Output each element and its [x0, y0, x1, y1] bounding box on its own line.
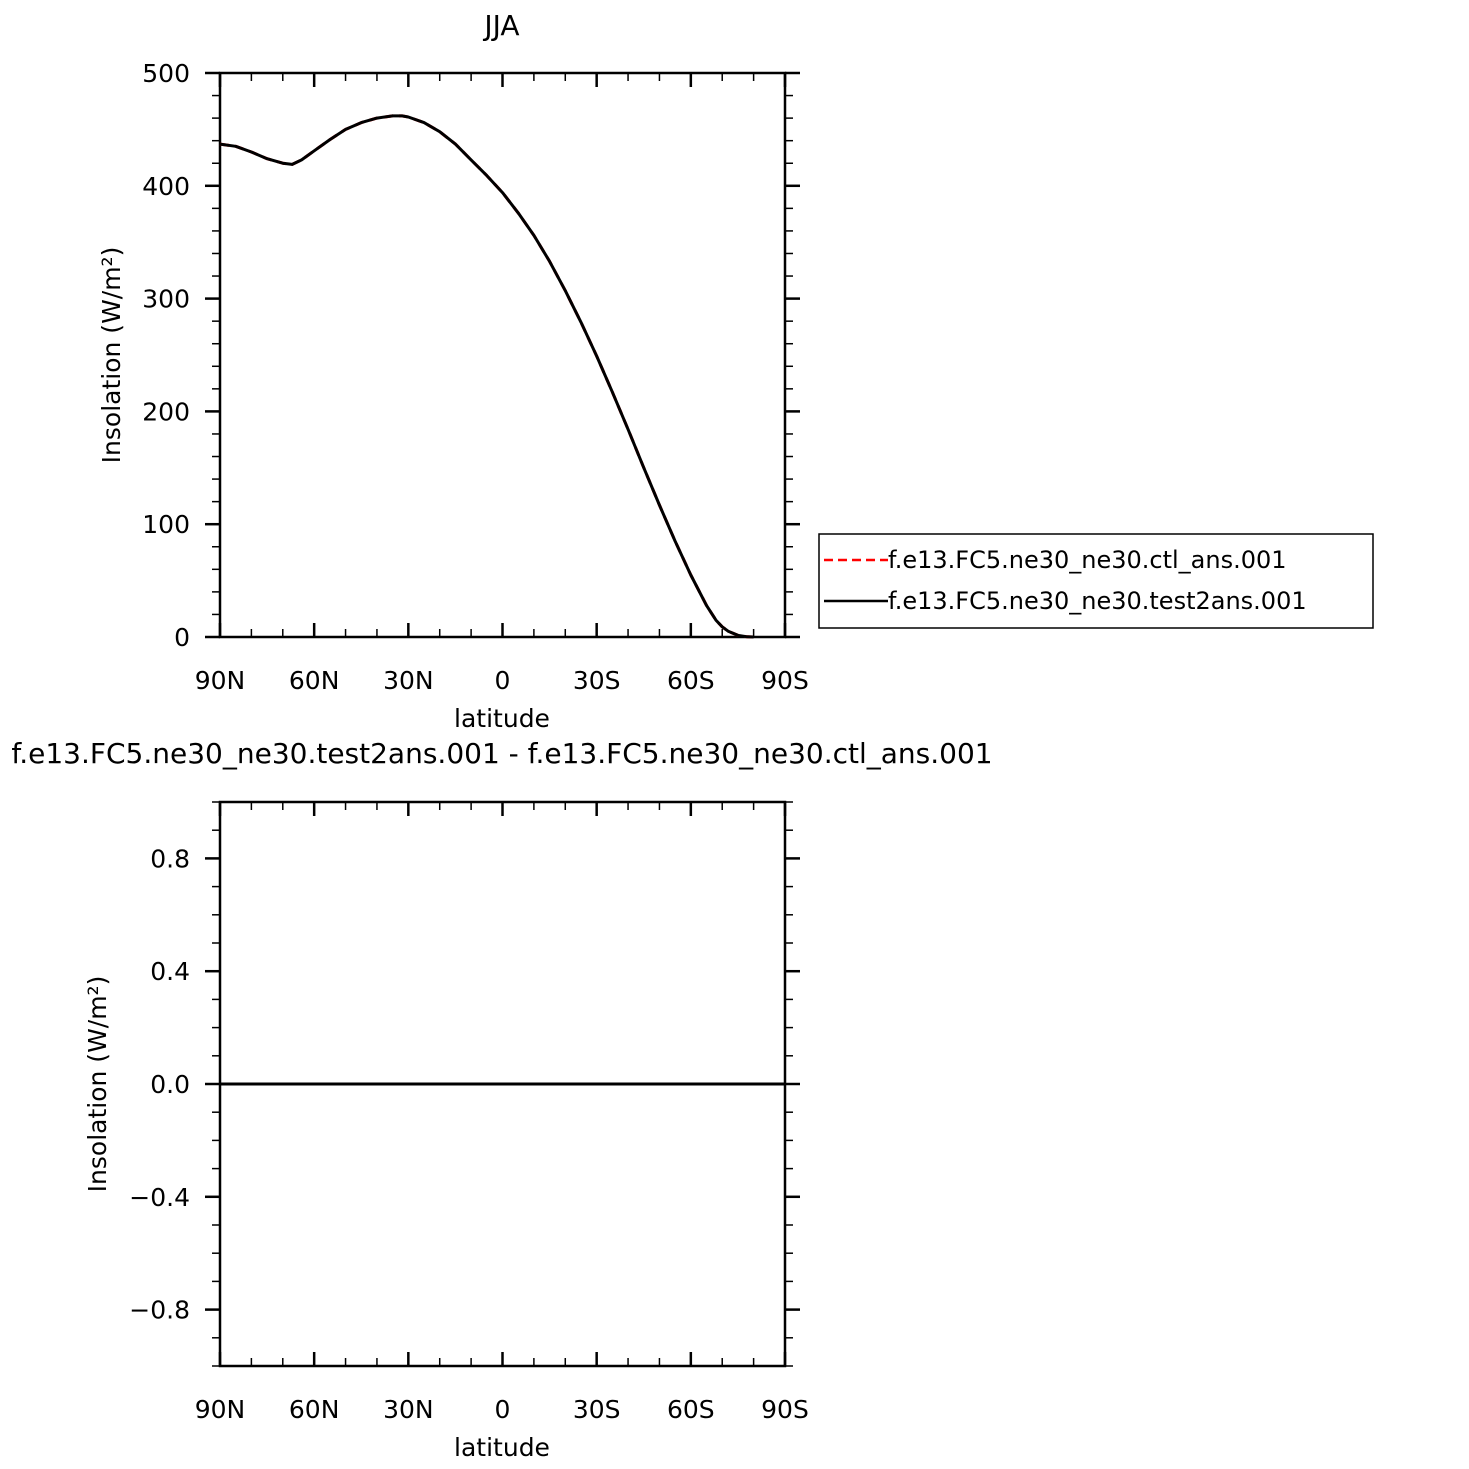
top-x-tick-label: 0 — [495, 666, 511, 695]
top-series-line-0 — [219, 114, 754, 639]
bottom-y-tick-label: 0.4 — [150, 957, 190, 986]
top-x-tick-label: 30N — [383, 666, 434, 695]
top-x-axis-label: latitude — [454, 704, 550, 733]
top-x-tick-label: 60S — [667, 666, 715, 695]
legend-label-ctl: f.e13.FC5.ne30_ne30.ctl_ans.001 — [888, 546, 1287, 574]
bottom-y-tick-label: 0.8 — [150, 844, 190, 873]
difference-plot: f.e13.FC5.ne30_ne30.test2ans.001 - f.e13… — [11, 737, 992, 1462]
bottom-x-tick-label: 60S — [667, 1395, 715, 1424]
bottom-y-axis-label: Insolation (W/m²) — [83, 976, 112, 1193]
top-x-tick-label: 60N — [289, 666, 340, 695]
bottom-y-tick-label: −0.8 — [129, 1296, 190, 1325]
bottom-x-tick-label: 90S — [761, 1395, 809, 1424]
top-x-tick-label: 30S — [573, 666, 621, 695]
bottom-x-tick-label: 0 — [495, 1395, 511, 1424]
top-y-tick-label: 100 — [142, 510, 190, 539]
bottom-x-tick-label: 30N — [383, 1395, 434, 1424]
bottom-x-tick-label: 30S — [573, 1395, 621, 1424]
legend-box — [818, 533, 1374, 629]
top-y-tick-label: 0 — [174, 623, 190, 652]
top-y-tick-label: 200 — [142, 397, 190, 426]
top-plot-title: JJA — [482, 9, 519, 42]
bottom-x-axis-label: latitude — [454, 1433, 550, 1462]
bottom-x-tick-label: 60N — [289, 1395, 340, 1424]
bottom-y-tick-label: −0.4 — [129, 1183, 190, 1212]
top-y-tick-label: 500 — [142, 59, 190, 88]
top-x-tick-label: 90N — [195, 666, 246, 695]
bottom-x-tick-label: 90N — [195, 1395, 246, 1424]
top-x-tick-label: 90S — [761, 666, 809, 695]
legend-label-test2: f.e13.FC5.ne30_ne30.test2ans.001 — [888, 587, 1307, 615]
top-y-tick-label: 300 — [142, 285, 190, 314]
top-series-line-1 — [219, 114, 754, 639]
bottom-plot-title: f.e13.FC5.ne30_ne30.test2ans.001 - f.e13… — [11, 737, 992, 770]
top-y-tick-label: 400 — [142, 172, 190, 201]
bottom-y-tick-label: 0.0 — [150, 1070, 190, 1099]
legend: f.e13.FC5.ne30_ne30.ctl_ans.001 f.e13.FC… — [818, 533, 1374, 629]
top-y-axis-label: Insolation (W/m²) — [97, 247, 126, 464]
insolation-plot: JJA 90N 60N 30N 0 30S 60S 90S0100200300400500 … — [97, 9, 809, 733]
